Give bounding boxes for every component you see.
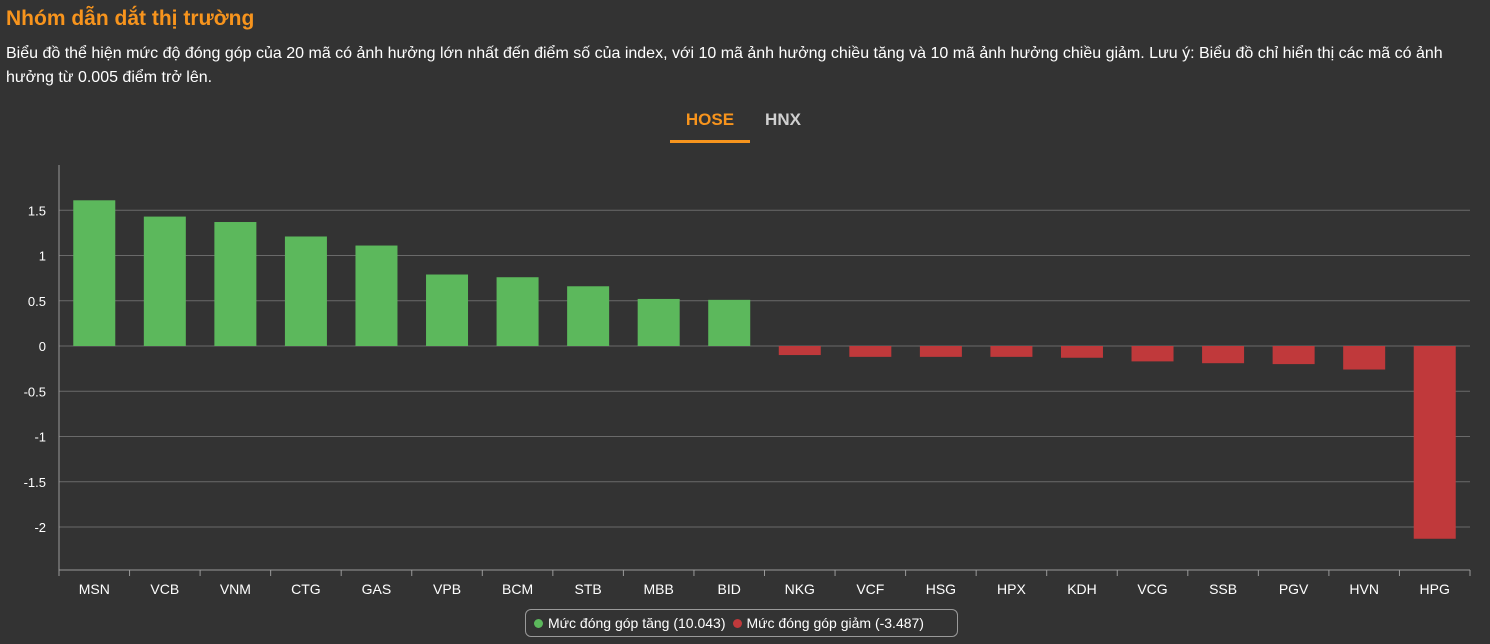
negative-dot-icon	[732, 618, 742, 628]
x-tick-label: MSN	[79, 581, 110, 597]
y-tick-label: -1.5	[24, 475, 46, 490]
x-tick-label: VCF	[856, 581, 884, 597]
bar-vpb	[426, 274, 469, 346]
y-tick-label: -2	[34, 520, 46, 535]
page-title: Nhóm dẫn dắt thị trường	[6, 7, 255, 30]
x-tick-label: NKG	[785, 581, 815, 597]
market-leaders-bar-chart: 1.5 1 0.5 0 -0.5 -1 -1.5 -2 MSN VCB VNM CTG GAS VPB BC…	[24, 165, 1471, 597]
tab-hose[interactable]: HOSE	[670, 106, 750, 143]
tab-hnx[interactable]: HNX	[765, 110, 801, 129]
x-tick-label: HPG	[1420, 581, 1450, 597]
bar-vnm	[214, 222, 257, 346]
bar-hsg	[919, 346, 962, 357]
x-tick-label: HPX	[997, 581, 1026, 597]
bar-msn	[73, 200, 116, 346]
x-tick-label: HSG	[926, 581, 956, 597]
bar-vcf	[849, 346, 892, 357]
bar-kdh	[1060, 346, 1103, 358]
bar-bcm	[496, 277, 539, 346]
bar-vcb	[143, 216, 186, 346]
x-tick-label: PGV	[1279, 581, 1309, 597]
y-tick-label: 1	[39, 249, 46, 264]
x-tick-label: VCB	[150, 581, 179, 597]
x-tick-label: CTG	[291, 581, 321, 597]
legend-positive-label: Mức đóng góp tăng (10.043)	[548, 615, 726, 631]
x-tick-label: GAS	[362, 581, 392, 597]
chart-legend: Mức đóng góp tăng (10.043) Mức đóng góp …	[525, 609, 958, 637]
legend-item-positive[interactable]: Mức đóng góp tăng (10.043)	[534, 615, 726, 631]
x-tick-label: KDH	[1067, 581, 1097, 597]
positive-dot-icon	[534, 618, 543, 628]
bar-mbb	[637, 298, 680, 346]
bar-hpg	[1413, 346, 1456, 539]
x-tick-label: BID	[718, 581, 741, 597]
y-tick-label: 0	[39, 339, 46, 354]
x-tick-label: VCG	[1137, 581, 1167, 597]
x-tick-label: SSB	[1209, 581, 1237, 597]
x-tick-label: HVN	[1349, 581, 1379, 597]
y-tick-label: -0.5	[24, 384, 46, 399]
bar-pgv	[1272, 346, 1315, 365]
y-tick-label: 1.5	[28, 203, 46, 218]
legend-item-negative[interactable]: Mức đóng góp giảm (-3.487)	[732, 615, 924, 631]
bar-gas	[355, 245, 398, 346]
bar-hvn	[1343, 346, 1386, 370]
x-tick-label: BCM	[502, 581, 533, 597]
y-tick-label: -1	[34, 430, 46, 445]
x-tick-label: MBB	[644, 581, 674, 597]
x-tick-label: STB	[575, 581, 602, 597]
bar-vcg	[1131, 346, 1174, 362]
bar-nkg	[778, 346, 821, 356]
x-tick-label: VPB	[433, 581, 461, 597]
bar-stb	[567, 286, 610, 346]
chart-description: Biểu đồ thể hiện mức độ đóng góp của 20 …	[6, 45, 1443, 86]
legend-negative-label: Mức đóng góp giảm (-3.487)	[746, 615, 924, 631]
bar-hpx	[990, 346, 1033, 357]
bar-ctg	[284, 236, 327, 346]
bar-ssb	[1202, 346, 1245, 364]
x-tick-label: VNM	[220, 581, 251, 597]
bar-bid	[708, 299, 751, 346]
y-tick-label: 0.5	[28, 294, 46, 309]
